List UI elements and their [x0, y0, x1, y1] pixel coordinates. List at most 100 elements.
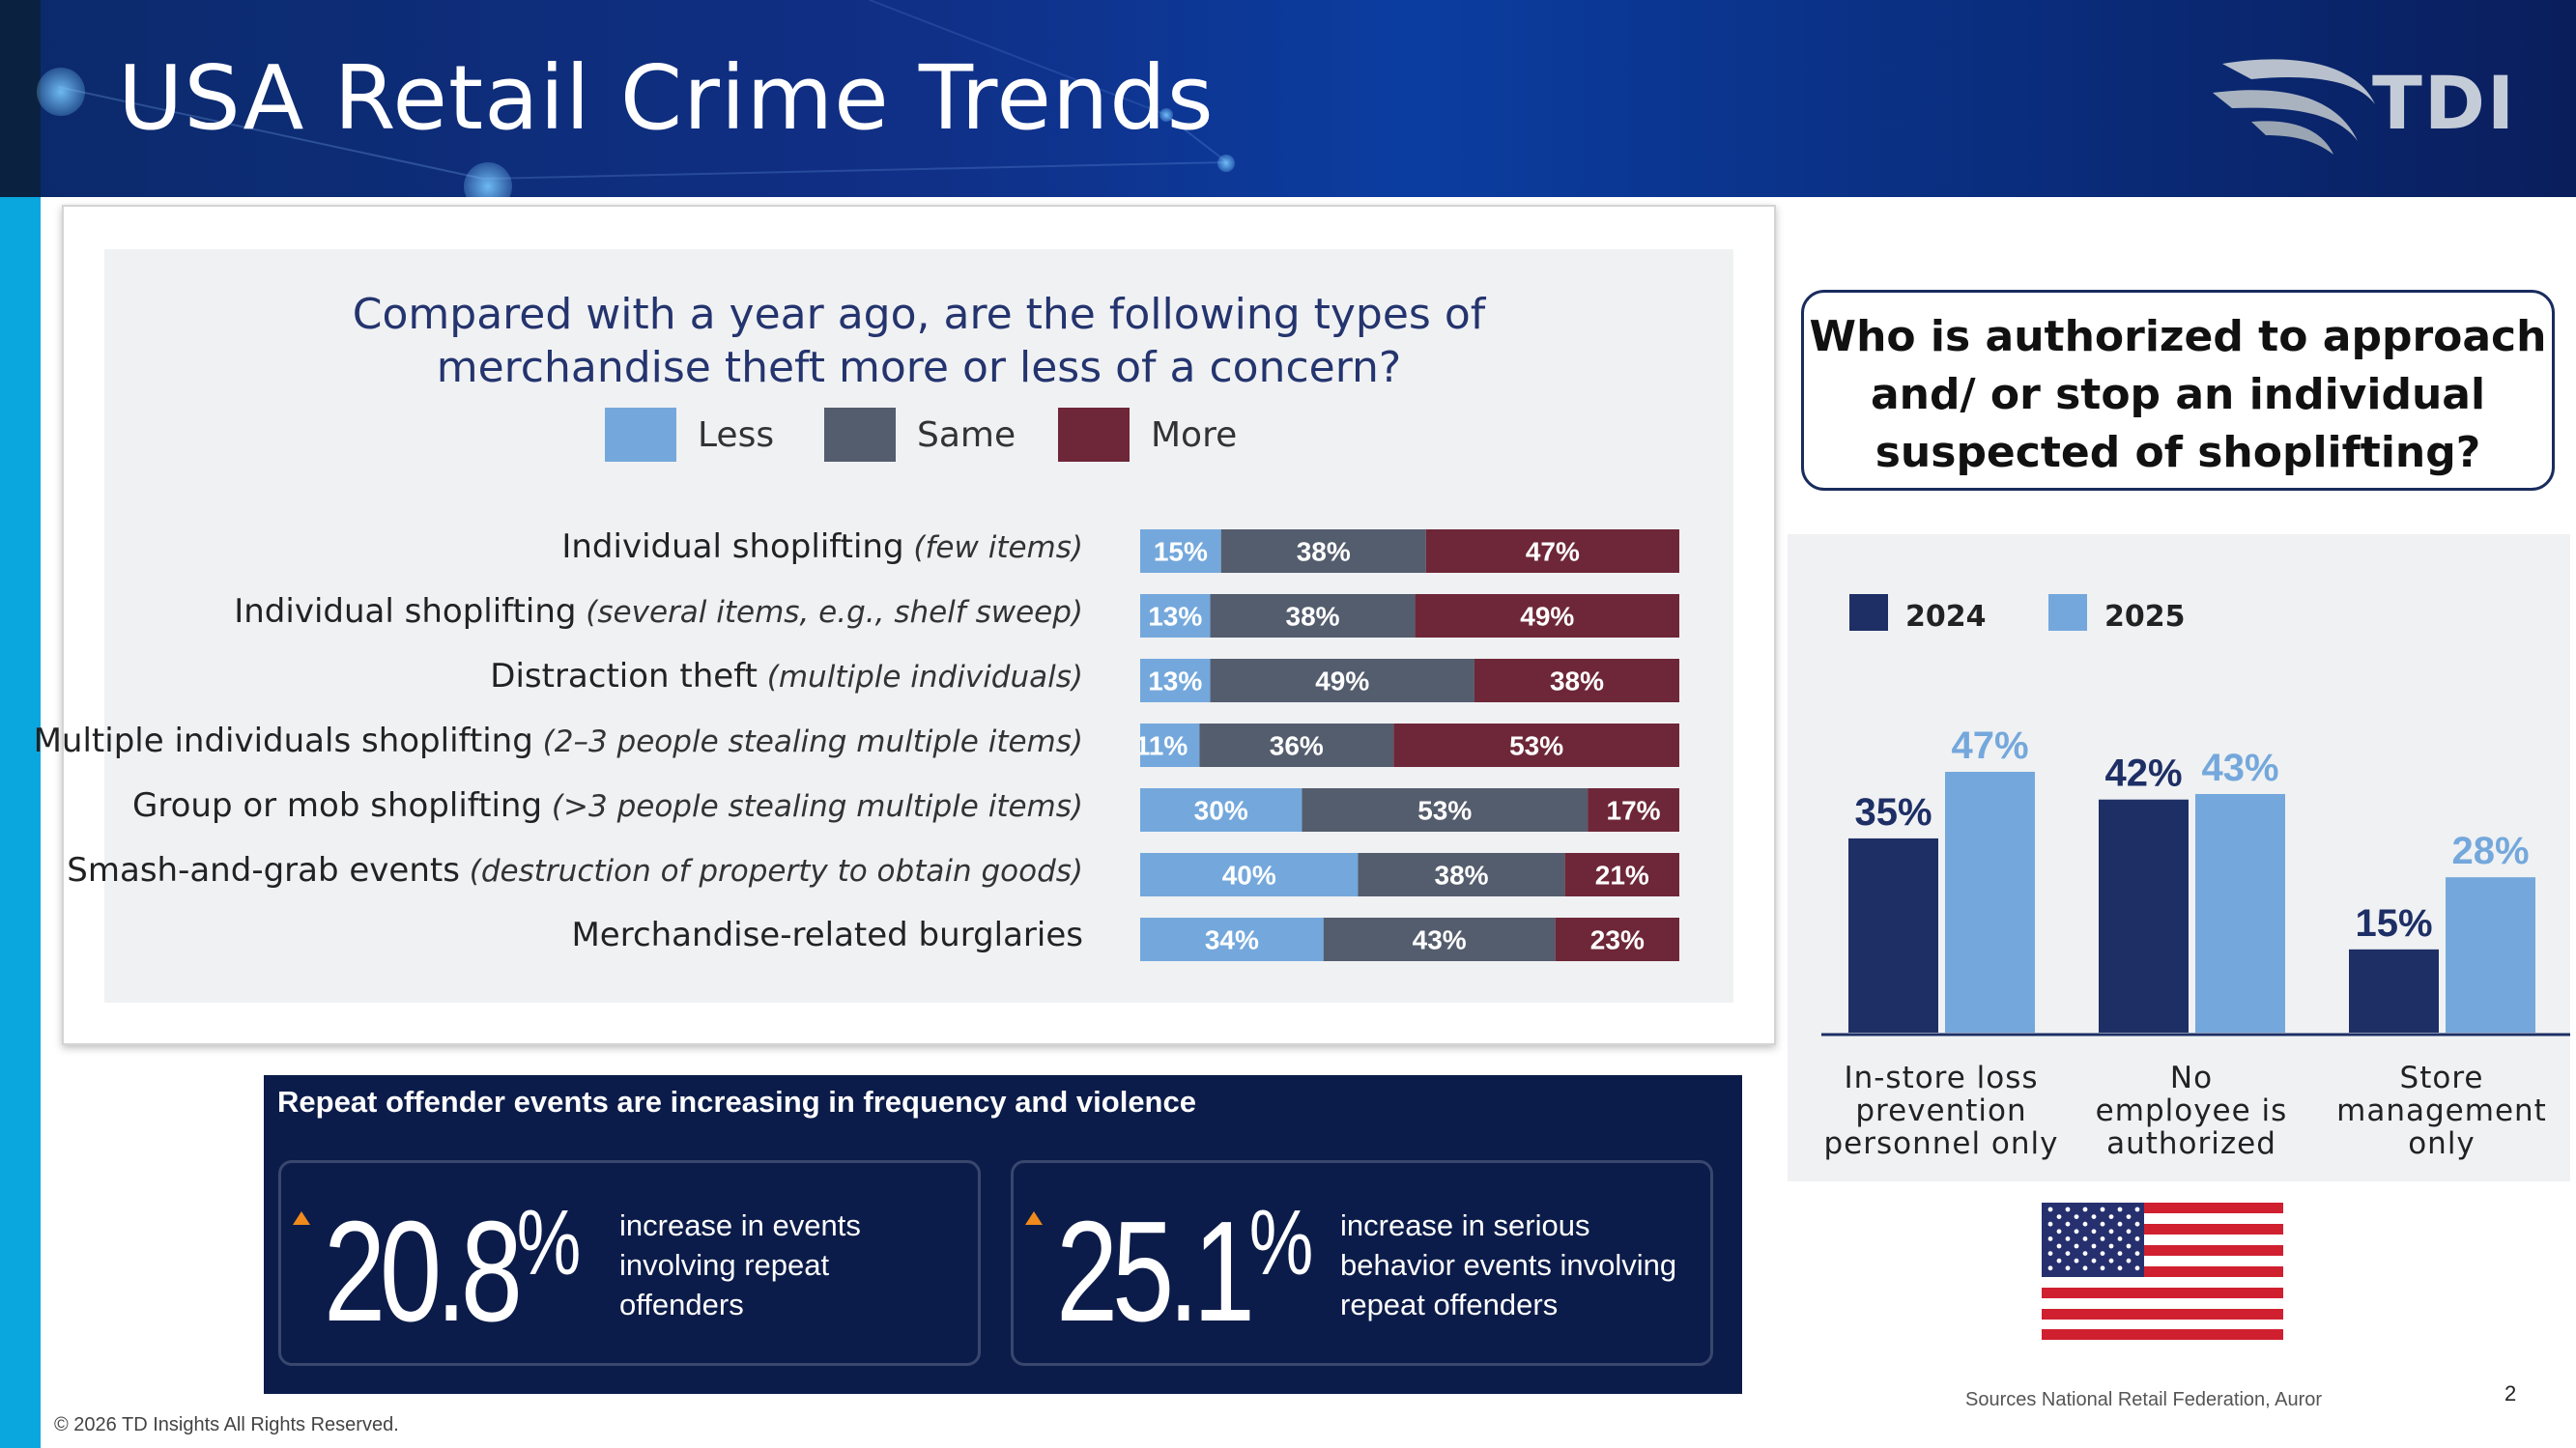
- bar-data-label: 21%: [1595, 861, 1649, 891]
- bar-segment-more: [1564, 853, 1679, 896]
- bar-data-label: 53%: [1509, 731, 1563, 761]
- legend-item-less: Less: [605, 408, 774, 462]
- bar-data-label: 38%: [1550, 667, 1604, 696]
- bar-data-label: 47%: [1951, 724, 2028, 767]
- category-label: No: [2170, 1061, 2213, 1095]
- tdi-logo-swoosh-icon: [2213, 59, 2375, 155]
- network-lines: [57, 0, 1228, 180]
- bar-segment-less: [1140, 788, 1302, 832]
- glow-dot: [1159, 108, 1173, 122]
- authorization-chart-panel: 2024 2025 35% 47% In-store loss prevention per…: [1788, 534, 2570, 1181]
- row-label: Individual shoplifting (few items): [561, 527, 1083, 566]
- stat-description-line: involving repeat: [619, 1248, 830, 1282]
- bar-segment-same: [1210, 659, 1474, 702]
- bar-data-label: 15%: [1154, 537, 1208, 567]
- repeat-title: Repeat offender events are increasing in…: [277, 1085, 1196, 1119]
- bar-data-label: 43%: [2201, 747, 2278, 789]
- row-label-note: (>3 people stealing multiple items): [542, 789, 1083, 824]
- row-label: Multiple individuals shoplifting (2–3 pe…: [34, 722, 1083, 760]
- bar-data-label: 43%: [1413, 925, 1467, 955]
- stat-description: increase in events involving repeat offe…: [619, 1206, 861, 1324]
- authorization-question-line: suspected of shoplifting?: [1875, 428, 2481, 477]
- legend-label: 2024: [1905, 600, 1987, 634]
- repeat-offender-panel: Repeat offender events are increasing in…: [264, 1075, 1742, 1394]
- bar-data-label: 13%: [1148, 667, 1202, 696]
- bar-data-label: 36%: [1270, 731, 1324, 761]
- legend-item-more: More: [1058, 408, 1237, 462]
- bar-segment-same: [1220, 529, 1426, 573]
- category-label: only: [2408, 1126, 2476, 1161]
- row-label: Smash-and-grab events (destruction of pr…: [67, 851, 1083, 890]
- row-label-main: Merchandise-related burglaries: [571, 916, 1083, 954]
- bar-data-label: 34%: [1205, 925, 1259, 955]
- us-flag-icon: [2042, 1203, 2283, 1340]
- row-label-main: Distraction theft: [490, 657, 758, 696]
- bar-data-label: 38%: [1286, 602, 1340, 632]
- category-label: personnel only: [1823, 1126, 2058, 1161]
- legend-label: Less: [698, 414, 775, 455]
- page-title: USA Retail Crime Trends: [118, 46, 1215, 150]
- row-label-note: (few items): [903, 530, 1083, 565]
- row-label-note: (multiple individuals): [757, 660, 1083, 695]
- row-label: Individual shoplifting (several items, e…: [234, 592, 1083, 631]
- header-banner: USA Retail Crime Trends TDI: [0, 0, 2576, 197]
- authorization-question: Who is authorized to approach and/ or st…: [1804, 308, 2552, 482]
- bar-2025: [2195, 793, 2285, 1033]
- bar-segment-less: [1140, 529, 1221, 573]
- survey-card: Compared with a year ago, are the follow…: [34, 205, 1776, 1045]
- bar-segment-more: [1425, 529, 1679, 573]
- category-label: management: [2336, 1093, 2547, 1128]
- legend-swatch: [1058, 408, 1130, 462]
- header-left-block: [0, 0, 41, 197]
- bar-data-label: 38%: [1435, 861, 1489, 891]
- row-label-main: Individual shoplifting: [234, 592, 577, 631]
- bar-data-label: 35%: [1854, 791, 1932, 834]
- up-arrow-icon: [293, 1211, 310, 1225]
- stat-description-line: behavior events involving: [1340, 1248, 1677, 1282]
- survey-question-line: Compared with a year ago, are the follow…: [352, 290, 1486, 339]
- bar-segment-less: [1140, 853, 1359, 896]
- stat-description-line: increase in serious: [1340, 1208, 1590, 1242]
- bar-data-label: 38%: [1297, 537, 1351, 567]
- bar-segment-more: [1474, 659, 1679, 702]
- authorization-question-line: and/ or stop an individual: [1870, 370, 2486, 419]
- bar-data-label: 28%: [2451, 830, 2529, 872]
- legend-swatch: [824, 408, 896, 462]
- survey-question-line: merchandise theft more or less of a conc…: [436, 343, 1402, 392]
- bar-data-label: 53%: [1417, 796, 1472, 826]
- stat-value: 25.1%: [1056, 1191, 1313, 1351]
- legend-label: Same: [917, 414, 1016, 455]
- bar-2024: [1848, 838, 1938, 1033]
- stat-description: increase in serious behavior events invo…: [1340, 1206, 1676, 1324]
- glow-dot: [1217, 155, 1235, 172]
- bar-segment-same: [1302, 788, 1589, 832]
- survey-legend: Less Same More: [104, 408, 1733, 466]
- bar-data-label: 49%: [1315, 667, 1369, 696]
- legend-swatch: [1849, 594, 1888, 631]
- bar-data-label: 17%: [1607, 796, 1661, 826]
- bar-segment-less: [1140, 594, 1211, 638]
- bar-segment-same: [1358, 853, 1565, 896]
- bar-data-label: 23%: [1590, 925, 1645, 955]
- bar-segment-more: [1393, 724, 1679, 767]
- stat-description-line: repeat offenders: [1340, 1288, 1559, 1321]
- legend-label: 2025: [2104, 600, 2186, 634]
- legend-swatch: [2048, 594, 2087, 631]
- copyright: © 2026 TD Insights All Rights Reserved.: [54, 1414, 399, 1435]
- bar-segment-more: [1555, 918, 1679, 961]
- stat-card-events: 20.8% increase in events involving repea…: [278, 1160, 981, 1366]
- bar-2024: [2099, 799, 2189, 1033]
- bar-segment-more: [1415, 594, 1679, 638]
- legend-swatch: [605, 408, 676, 462]
- glow-dot: [37, 68, 85, 116]
- bar-data-label: 47%: [1526, 537, 1580, 567]
- stacked-bar-chart: 15% 38% 47% 13% 38% 49% 13% 49% 38% 11% 36% 53% 30% 5…: [1140, 529, 1679, 961]
- category-label: employee is: [2096, 1093, 2288, 1128]
- authorization-question-line: Who is authorized to approach: [1809, 312, 2547, 361]
- bar-segment-less: [1140, 918, 1324, 961]
- bar-segment-less: [1140, 659, 1211, 702]
- survey-panel: Compared with a year ago, are the follow…: [34, 249, 1733, 1003]
- row-label-main: Smash-and-grab events: [67, 851, 460, 890]
- bar-segment-more: [1588, 788, 1679, 832]
- stat-description-line: increase in events: [619, 1208, 861, 1242]
